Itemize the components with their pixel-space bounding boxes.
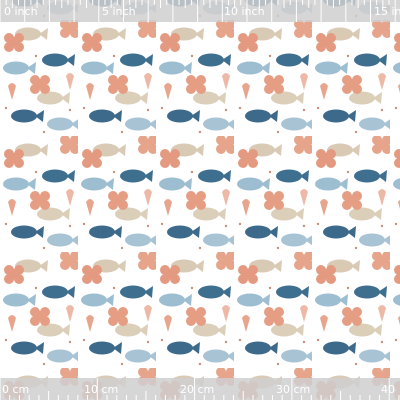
ruler-label: 10 inch <box>224 5 265 18</box>
ruler-label: 0 cm <box>2 383 29 396</box>
bottom-ruler <box>0 378 400 400</box>
ruler-label: 10 cm <box>84 383 118 396</box>
top-ruler <box>0 0 400 22</box>
ruler-label: 40 <box>381 383 395 396</box>
ruler-label: 30 cm <box>276 383 310 396</box>
ruler-label: 0 inch <box>4 5 38 18</box>
ruler-label: 15 in <box>374 5 400 18</box>
ruler-label: 5 inch <box>102 5 136 18</box>
ruler-label: 20 cm <box>180 383 214 396</box>
